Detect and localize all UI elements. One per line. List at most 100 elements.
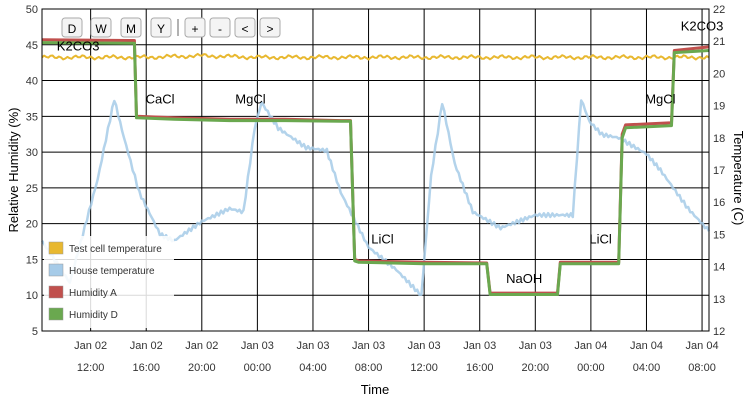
right-tick-label: 17 xyxy=(713,165,725,177)
left-tick-label: 50 xyxy=(26,4,38,16)
right-axis-title: Temperature (C) xyxy=(731,131,746,226)
toolbar-button-label: > xyxy=(266,22,273,36)
x-tick-time: 04:00 xyxy=(633,362,661,374)
legend-swatch xyxy=(48,263,64,277)
right-tick-label: 19 xyxy=(713,101,725,113)
x-tick-date: Jan 04 xyxy=(630,340,663,352)
series-line-house-temperature xyxy=(40,99,711,296)
x-tick-time: 00:00 xyxy=(577,362,605,374)
x-tick-time: 16:00 xyxy=(132,362,160,374)
left-tick-label: 25 xyxy=(26,183,38,195)
annotation-label: MgCl xyxy=(645,91,675,106)
x-tick-time: 16:00 xyxy=(466,362,494,374)
x-tick-date: Jan 04 xyxy=(574,340,607,352)
right-tick-label: 20 xyxy=(713,68,725,80)
legend-label: Test cell temperature xyxy=(69,244,162,255)
toolbar-button-label: - xyxy=(218,22,222,36)
legend-label: House temperature xyxy=(69,266,155,277)
right-tick-label: 14 xyxy=(713,262,725,274)
toolbar-button-label: M xyxy=(126,22,136,36)
toolbar-button-3[interactable]: M xyxy=(120,17,142,38)
annotation-label: LiCl xyxy=(371,232,394,247)
toolbar-button-bg xyxy=(234,17,256,38)
x-tick-date: Jan 03 xyxy=(241,340,274,352)
toolbar-button-bg xyxy=(209,17,231,38)
toolbar-button-bg xyxy=(184,17,206,38)
annotation-label: CaCl xyxy=(146,91,175,106)
toolbar-button-6[interactable]: - xyxy=(209,17,231,38)
right-tick-label: 15 xyxy=(713,229,725,241)
legend-swatch xyxy=(48,285,64,299)
toolbar-button-label: D xyxy=(68,22,77,36)
annotation-label: K2CO3 xyxy=(681,18,724,33)
annotation-label: NaOH xyxy=(506,271,542,286)
legend-label: Humidity A xyxy=(69,288,117,299)
toolbar-button-2[interactable]: W xyxy=(90,17,112,38)
right-tick-label: 16 xyxy=(713,197,725,209)
x-tick-time: 20:00 xyxy=(188,362,216,374)
legend: Test cell temperature House temperature Hu… xyxy=(44,236,174,328)
left-tick-label: 35 xyxy=(26,111,38,123)
toolbar-button-bg xyxy=(120,17,142,38)
x-tick-date: Jan 02 xyxy=(185,340,218,352)
left-tick-label: 15 xyxy=(26,254,38,266)
x-axis-title: Time xyxy=(361,382,389,397)
toolbar-button-bg xyxy=(259,17,281,38)
right-tick-label: 21 xyxy=(713,36,725,48)
toolbar-button-label: W xyxy=(95,22,107,36)
annotation-label: MgCl xyxy=(235,91,265,106)
left-axis-ticks: 5 10 15 20 25 30 35 40 45 50 xyxy=(26,4,38,338)
toolbar-button-7[interactable]: < xyxy=(234,17,256,38)
annotation-label: LiCl xyxy=(589,232,612,247)
left-axis-title: Relative Humidity (%) xyxy=(6,108,21,233)
legend-box xyxy=(44,236,174,328)
toolbar-button-label: < xyxy=(241,22,248,36)
right-tick-label: 22 xyxy=(713,4,725,16)
toolbar-button-label: + xyxy=(191,22,198,36)
toolbar-button-bg xyxy=(90,17,112,38)
x-tick-date: Jan 02 xyxy=(74,340,107,352)
right-axis-ticks: 12 13 14 15 16 17 18 19 20 21 22 xyxy=(713,4,725,338)
x-tick-time: 08:00 xyxy=(688,362,716,374)
series-line-test-cell-temperature xyxy=(41,52,710,61)
x-tick-date: Jan 03 xyxy=(352,340,385,352)
x-tick-time: 12:00 xyxy=(77,362,105,374)
left-tick-label: 40 xyxy=(26,76,38,88)
x-tick-time: 20:00 xyxy=(522,362,550,374)
x-tick-time: 12:00 xyxy=(410,362,438,374)
annotation-label: K2CO3 xyxy=(57,39,100,54)
x-tick-date: Jan 03 xyxy=(296,340,329,352)
x-tick-date: Jan 03 xyxy=(408,340,441,352)
left-tick-label: 5 xyxy=(32,326,38,338)
left-tick-label: 30 xyxy=(26,147,38,159)
right-tick-label: 12 xyxy=(713,326,725,338)
toolbar-button-4[interactable]: Y xyxy=(150,17,172,38)
left-tick-label: 20 xyxy=(26,219,38,231)
toolbar-button-5[interactable]: + xyxy=(184,17,206,38)
annotations: K2CO3 CaCl MgCl LiCl NaOH LiCl MgCl K2CO3 xyxy=(57,18,724,286)
series-line-humidity-d xyxy=(41,41,710,296)
legend-swatch xyxy=(48,241,64,255)
toolbar-button-8[interactable]: > xyxy=(259,17,281,38)
toolbar-button-label: Y xyxy=(157,22,165,36)
right-tick-label: 13 xyxy=(713,294,725,306)
legend-label: Humidity D xyxy=(69,310,118,321)
left-tick-label: 45 xyxy=(26,40,38,52)
x-tick-time: 04:00 xyxy=(299,362,327,374)
toolbar-button-bg xyxy=(150,17,172,38)
plot-frame xyxy=(41,8,710,332)
x-axis-ticks: Jan 02 12:00 Jan 02 16:00 Jan 02 20:00 Jan 03 0… xyxy=(74,340,718,374)
x-tick-date: Jan 03 xyxy=(519,340,552,352)
x-tick-time: 00:00 xyxy=(244,362,272,374)
right-tick-label: 18 xyxy=(713,133,725,145)
series-group xyxy=(40,38,711,296)
x-tick-date: Jan 03 xyxy=(463,340,496,352)
legend-swatch xyxy=(48,307,64,321)
x-tick-time: 08:00 xyxy=(355,362,383,374)
toolbar-button-bg xyxy=(61,17,83,38)
left-tick-label: 10 xyxy=(26,290,38,302)
toolbar-button-1[interactable]: D xyxy=(61,17,83,38)
x-tick-date: Jan 04 xyxy=(686,340,719,352)
x-tick-date: Jan 02 xyxy=(130,340,163,352)
